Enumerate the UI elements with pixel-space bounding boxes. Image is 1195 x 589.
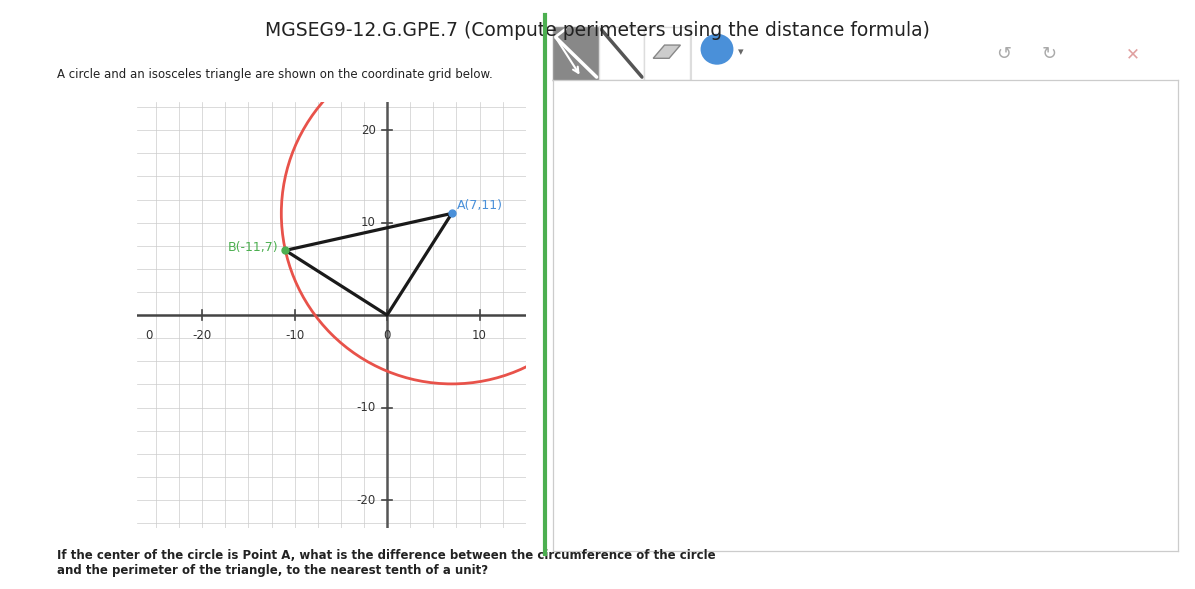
Text: ✕: ✕ — [1126, 45, 1140, 63]
Text: 0: 0 — [145, 329, 152, 342]
Text: ↻: ↻ — [1042, 45, 1056, 63]
Text: 0: 0 — [384, 329, 391, 342]
Text: MGSEG9-12.G.GPE.7 (Compute perimeters using the distance formula): MGSEG9-12.G.GPE.7 (Compute perimeters us… — [265, 21, 930, 39]
Text: 10: 10 — [472, 329, 488, 342]
Ellipse shape — [700, 34, 734, 65]
Text: If the center of the circle is Point A, what is the difference between the circu: If the center of the circle is Point A, … — [57, 549, 716, 577]
Text: ▾: ▾ — [739, 47, 743, 57]
Text: -10: -10 — [284, 329, 305, 342]
Text: A(7,11): A(7,11) — [458, 198, 503, 211]
Text: ↺: ↺ — [997, 45, 1011, 63]
Text: A circle and an isosceles triangle are shown on the coordinate grid below.: A circle and an isosceles triangle are s… — [57, 68, 494, 81]
Text: 20: 20 — [361, 124, 376, 137]
Text: B(-11,7): B(-11,7) — [227, 241, 278, 254]
Polygon shape — [654, 45, 680, 58]
Text: -20: -20 — [192, 329, 212, 342]
Text: -10: -10 — [357, 401, 376, 414]
Text: -20: -20 — [357, 494, 376, 507]
Text: 10: 10 — [361, 216, 376, 229]
